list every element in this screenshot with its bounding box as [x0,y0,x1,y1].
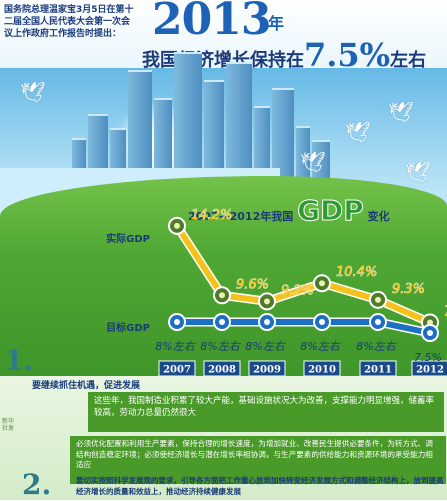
point-number: 2. [22,468,52,501]
data-point-center [174,319,180,325]
seal-text: 新华社发 [2,418,15,432]
data-label: 9.6% [236,277,269,292]
data-label: 9.3% [392,282,425,297]
dove-icon: 🕊 [20,80,46,104]
data-label: 8%左右 [300,340,341,353]
data-point-center [264,319,270,325]
data-point-center [427,319,433,326]
chart-title-suffix: 变化 [367,210,390,223]
chart-title-gdp: GDP [297,194,365,228]
growth-value: 7.5% [304,36,391,74]
grass-hill [0,176,447,376]
data-label: 8%左右 [245,340,286,353]
data-label: 8%左右 [155,340,196,353]
data-point-center [174,222,180,229]
dove-icon: 🕊 [345,120,371,144]
data-label: 14.2% [191,208,232,223]
chart-title-prefix: 2007—2012年我国 [188,210,294,223]
dove-icon: 🕊 [300,150,326,174]
year-tick-label: 2012 [416,365,444,376]
paragraph-text: 要切实按照科学发展观的要求，引导各方面把工作重心放到加快转变经济发展方式和调整经… [76,476,444,496]
series-line [174,224,432,326]
data-label: 8%左右 [200,340,241,353]
data-label: 7.5% [414,351,442,364]
data-point-center [219,319,225,325]
chart-title: 2007—2012年我国 GDP 变化 [188,194,390,228]
point-title: 要继续抓住机遇，促进发展 [32,381,141,391]
lead-text: 国务院总理温家宝3月5日在第十二届全国人民代表大会第一次会议上作政府工作报告时提… [4,5,134,39]
year-tick-label: 2009 [253,365,281,376]
data-label: 10.4% [336,265,377,280]
data-point-center [219,292,225,299]
year-tick-label: 2011 [364,365,392,376]
paragraph-box: 必须优化配置和利用生产要素，保持合理的增长速度，为增加就业、改善民生提供必要条件… [70,436,446,484]
data-label: 8%左右 [356,340,397,353]
data-point-center [375,319,381,325]
dove-icon: 🕊 [388,100,414,124]
series-name-label: 目标GDP [106,321,150,334]
data-point-center [264,298,270,305]
year-suffix: 年 [268,14,285,33]
year-tick-label: 2007 [163,365,191,376]
growth-suffix: 左右 [390,50,427,71]
paragraph-box: 这些年，我国制造业积累了较大产能，基础设施状况大为改善，支撑能力明显增强，储蓄率… [88,392,444,432]
point-number: 1. [4,344,34,377]
data-label: 7.8% [444,304,447,319]
header-banner: 国务院总理温家宝3月5日在第十二届全国人民代表大会第一次会议上作政府工作报告时提… [0,0,447,74]
data-point-center [375,296,381,303]
data-point-center [427,330,433,336]
dove-icon: 🕊 [405,160,431,184]
year-number: 2013 [152,0,271,45]
year-tick-label: 2008 [208,365,236,376]
data-label: 9.2% [281,283,314,298]
data-point-center [319,280,325,287]
series-name-label: 实际GDP [106,232,150,245]
year-tick-label: 2010 [308,365,336,376]
data-point-center [319,319,325,325]
